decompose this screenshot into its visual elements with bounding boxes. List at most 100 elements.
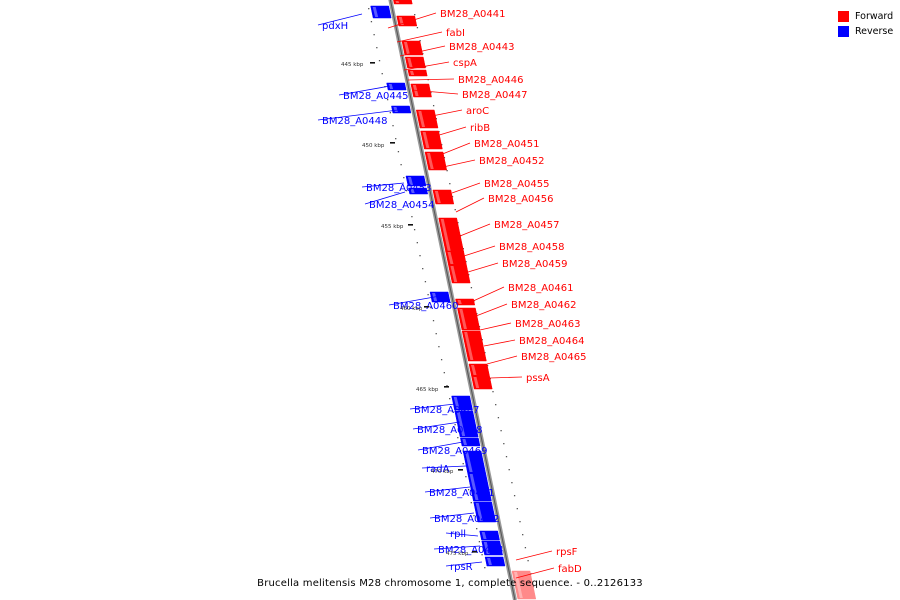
- legend-reverse-label: Reverse: [855, 26, 894, 37]
- tick-dot: [438, 131, 440, 133]
- gene-label: BM28_A0463: [515, 319, 581, 330]
- tick-dot: [422, 268, 424, 270]
- tick-dot: [381, 73, 383, 75]
- tick-dot: [430, 307, 432, 309]
- tick-mark: [424, 306, 429, 308]
- gene-label: BM28_A0468: [417, 425, 483, 436]
- label-leader-lines: [317, 12, 555, 579]
- gene-label: BM28_A0456: [488, 194, 554, 205]
- gene-label: fabD: [558, 564, 582, 575]
- tick-dot: [403, 177, 405, 179]
- tick-dot: [481, 339, 483, 341]
- gene-block: [404, 56, 426, 69]
- tick-mark: [390, 142, 395, 144]
- leader-line: [412, 421, 461, 430]
- tick-dot: [419, 40, 421, 42]
- gene-block: [454, 410, 479, 438]
- gene-block: [448, 264, 471, 284]
- tick-dot: [486, 365, 489, 367]
- gene-label: ribB: [470, 123, 490, 134]
- tick-dot: [467, 489, 470, 491]
- gene-block-shine: [456, 412, 466, 436]
- leader-line: [435, 126, 467, 137]
- gene-label: fabI: [446, 28, 465, 39]
- tick-dot: [462, 463, 464, 465]
- tick-label: 460 kbp: [400, 306, 423, 312]
- tick-dot: [449, 398, 451, 400]
- gene-label: BM28_A0474: [438, 545, 504, 556]
- gene-block-shine: [473, 377, 480, 388]
- tick-label: 470 kbp: [431, 469, 454, 475]
- legend: Forward Reverse: [838, 9, 893, 39]
- leader-line: [429, 512, 475, 519]
- leader-line: [475, 303, 508, 317]
- leader-line: [433, 545, 481, 550]
- leader-line: [442, 159, 476, 168]
- gene-block: [407, 69, 428, 77]
- tick-dot: [451, 411, 454, 413]
- gene-label: BM28_A0441: [440, 9, 506, 20]
- gene-label: BM28_A0452: [479, 156, 545, 167]
- gene-block: [451, 395, 473, 411]
- tick-dot: [513, 495, 516, 497]
- gene-label: BM28_A0467: [414, 405, 480, 416]
- tick-dot: [500, 430, 502, 432]
- leader-line: [421, 465, 467, 469]
- gene-block-shine: [475, 503, 483, 521]
- tick-mark: [472, 551, 477, 553]
- gene-block: [415, 109, 439, 129]
- tick-dot: [457, 437, 459, 439]
- tick-dot: [408, 203, 410, 205]
- tick-dot: [397, 151, 400, 153]
- leader-line: [361, 182, 405, 188]
- gene-block-shine: [422, 132, 430, 148]
- gene-block-shine: [395, 1, 400, 3]
- leader-line: [451, 182, 481, 194]
- gene-label: BM28_A0455: [484, 179, 550, 190]
- leader-line: [515, 567, 555, 579]
- leader-line: [431, 109, 463, 117]
- tick-dot: [413, 229, 416, 231]
- gene-block: [457, 307, 481, 331]
- gene-block-shine: [450, 266, 458, 282]
- tick-dot: [478, 541, 481, 543]
- gene-block-shine: [418, 111, 425, 127]
- tick-dot: [524, 547, 527, 549]
- tick-dot: [414, 14, 416, 16]
- tick-dot: [416, 242, 418, 244]
- tick-dot: [443, 372, 445, 374]
- legend-reverse: Reverse: [838, 24, 893, 39]
- leader-line: [445, 532, 479, 537]
- leader-line: [486, 355, 518, 365]
- gene-label: BM28_A0445: [343, 91, 409, 102]
- tick-dot: [435, 333, 437, 335]
- gene-label: BM28_A0464: [519, 336, 585, 347]
- gene-block-shine: [457, 300, 462, 304]
- tick-dot: [416, 27, 419, 29]
- gene-block-shine: [440, 219, 451, 251]
- leader-line: [409, 403, 456, 410]
- tick-dot: [530, 573, 532, 575]
- tick-dot: [440, 359, 443, 361]
- leader-line: [388, 295, 441, 306]
- leader-line: [417, 441, 464, 451]
- gene-label: rpsF: [556, 547, 578, 558]
- backbone-line-core: [389, 0, 516, 600]
- tick-dot: [405, 190, 408, 192]
- gene-label: aroC: [466, 106, 489, 117]
- tick-dot: [468, 274, 470, 276]
- forward-swatch: [838, 11, 849, 22]
- gene-block-shine: [459, 309, 467, 329]
- tick-dot: [370, 21, 373, 23]
- gene-label: BM28_A0459: [502, 259, 568, 270]
- gene-label: BM28_A0469: [422, 446, 488, 457]
- tick-dot: [376, 47, 378, 49]
- gene-block-shine: [462, 439, 468, 445]
- gene-block: [408, 187, 429, 195]
- gene-block-shine: [513, 572, 523, 598]
- leader-line: [387, 12, 437, 29]
- tick-dot: [432, 320, 435, 322]
- tick-dot: [527, 560, 529, 562]
- tick-dot: [411, 216, 413, 218]
- tick-dot: [446, 170, 448, 172]
